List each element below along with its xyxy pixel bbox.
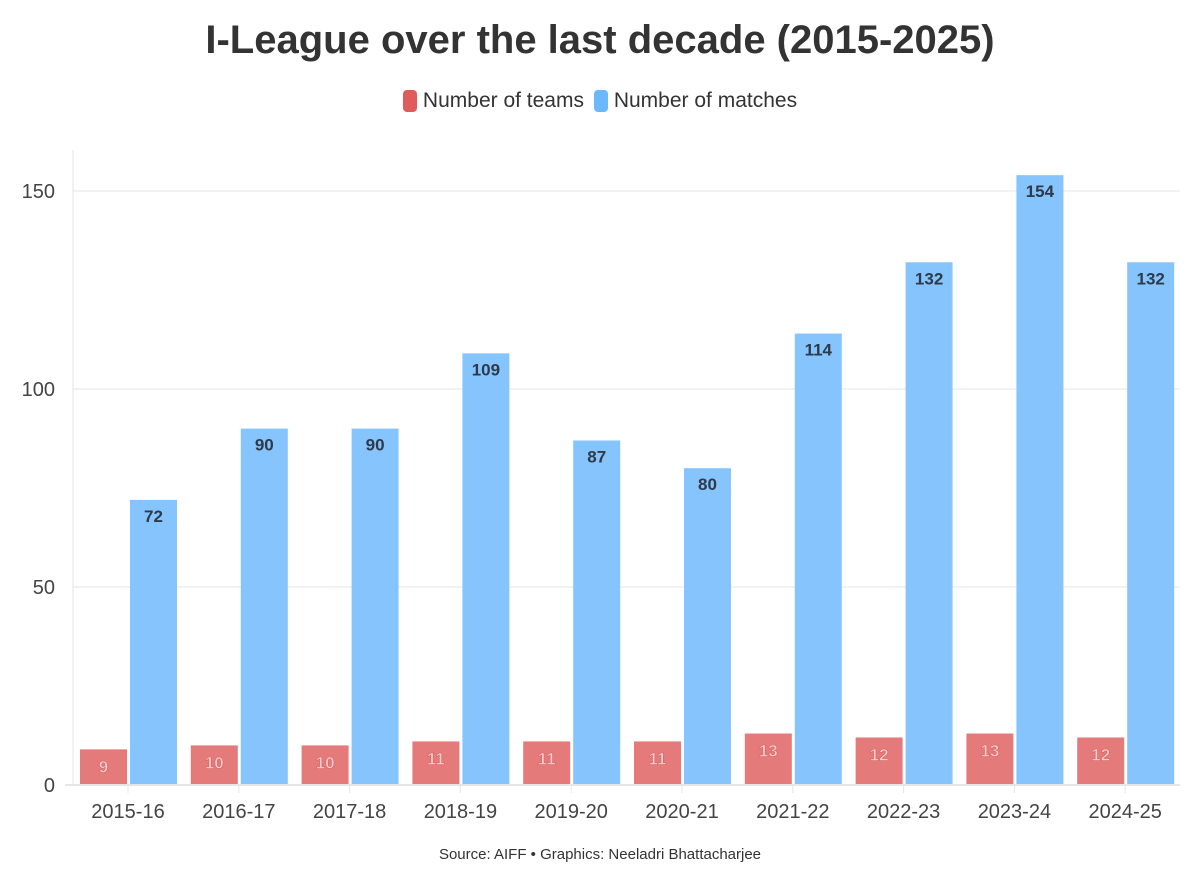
bar-teams — [855, 737, 903, 785]
data-label-matches: 132 — [1137, 269, 1165, 288]
x-tick-label: 2020-21 — [645, 801, 718, 823]
legend-label-teams: Number of teams — [422, 89, 584, 112]
data-label-teams: 10 — [205, 753, 224, 772]
x-tick-label: 2018-19 — [424, 801, 497, 823]
data-label-teams: 12 — [870, 745, 889, 764]
data-label-teams: 11 — [427, 749, 445, 768]
bar-teams — [966, 733, 1014, 785]
data-label-matches: 90 — [366, 436, 385, 455]
y-tick-label: 100 — [22, 379, 55, 401]
x-tick-label: 2019-20 — [534, 801, 607, 823]
bar-teams — [634, 741, 681, 785]
bar-matches — [351, 428, 399, 785]
bar-teams — [744, 733, 792, 785]
legend-item-matches: Number of matches — [593, 89, 798, 113]
data-label-teams: 12 — [1091, 745, 1110, 764]
source-note: Source: AIFF • Graphics: Neeladri Bhatta… — [438, 846, 762, 863]
data-label-teams: 13 — [980, 742, 999, 761]
legend-swatch-teams — [402, 90, 417, 112]
chart-title: I-League over the last decade (2015-2025… — [205, 18, 995, 62]
y-tick-label: 0 — [44, 775, 55, 797]
x-tick-label: 2024-25 — [1088, 801, 1161, 823]
bar-matches — [794, 333, 842, 785]
data-label-matches: 132 — [915, 269, 943, 288]
x-tick-label: 2021-22 — [756, 801, 829, 823]
bar-teams — [1077, 737, 1125, 785]
bar-matches — [240, 428, 288, 785]
x-tick-label: 2016-17 — [202, 801, 275, 823]
legend-label-matches: Number of matches — [613, 89, 798, 112]
x-tick-label: 2022-23 — [867, 801, 940, 823]
x-tick-label: 2015-16 — [91, 801, 164, 823]
data-label-matches: 87 — [587, 447, 606, 466]
data-label-matches: 114 — [805, 341, 833, 360]
data-label-teams: 11 — [538, 749, 556, 768]
bar-teams — [80, 749, 127, 785]
bar-teams — [412, 741, 460, 785]
x-tick-label: 2023-24 — [978, 801, 1051, 823]
data-label-matches: 90 — [255, 436, 274, 455]
data-label-matches: 80 — [698, 475, 717, 494]
y-tick-label: 50 — [33, 577, 55, 599]
legend-item-teams: Number of teams — [402, 89, 584, 113]
legend-swatch-matches — [593, 90, 608, 112]
y-tick-label: 150 — [22, 181, 55, 203]
bar-matches — [1127, 262, 1175, 785]
data-label-matches: 154 — [1026, 182, 1055, 201]
bar-matches — [462, 353, 510, 785]
data-label-teams: 9 — [99, 757, 108, 776]
x-tick-label: 2017-18 — [313, 801, 386, 823]
data-label-matches: 72 — [144, 507, 163, 526]
data-label-matches: 109 — [472, 360, 500, 379]
bar-teams — [301, 745, 349, 785]
bar-teams — [523, 741, 571, 785]
data-label-teams: 11 — [649, 749, 667, 768]
bar-matches — [573, 440, 621, 785]
legend: Number of teams Number of matches — [0, 89, 1200, 118]
bar-matches — [684, 468, 731, 785]
bar-matches — [130, 499, 177, 785]
bar-matches — [905, 262, 953, 785]
bar-teams — [190, 745, 238, 785]
data-label-teams: 13 — [759, 742, 778, 761]
bar-matches — [1016, 175, 1064, 785]
data-label-teams: 10 — [316, 753, 335, 772]
